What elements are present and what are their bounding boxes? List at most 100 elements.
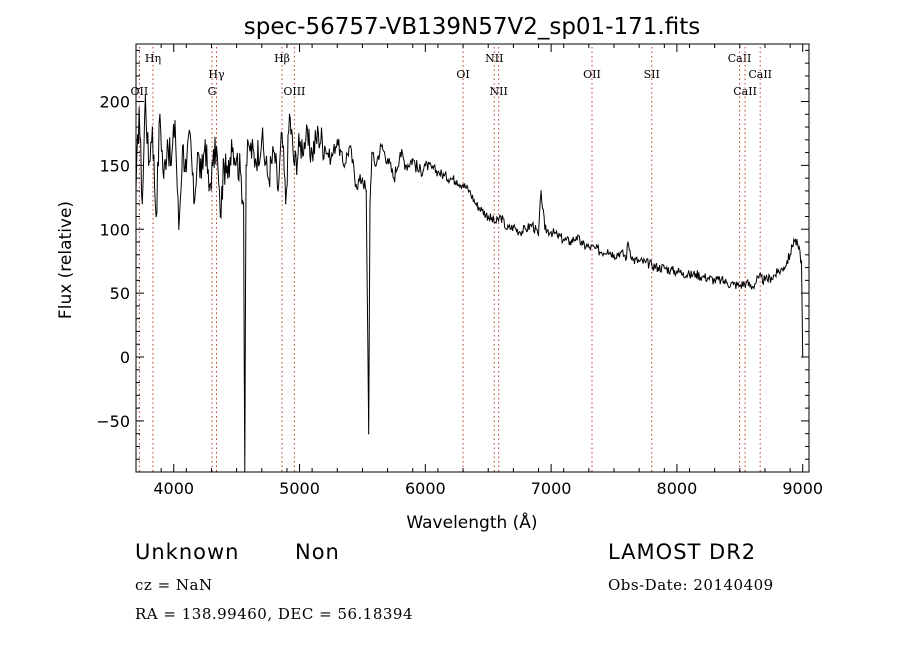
spectrum-point [751, 286, 754, 288]
spectrum-point [512, 226, 515, 228]
spectrum-point [800, 260, 803, 262]
spectrum-point [374, 164, 376, 166]
spectrum-point [166, 139, 168, 141]
line-marker-label: CaII [728, 52, 752, 65]
spectrum-point [138, 107, 140, 109]
spectrum-point [695, 273, 697, 275]
spectrum-point [481, 209, 483, 211]
spectrum-point [336, 139, 338, 141]
spectrum-point [305, 139, 307, 141]
spectrum-point [380, 145, 382, 147]
spectrum-point [368, 433, 370, 435]
x-tick-label: 7000 [531, 479, 572, 498]
spectrum-point [261, 139, 263, 141]
class-label: Unknown [135, 540, 240, 564]
spectrum-point [437, 171, 439, 173]
spectrum-point [369, 203, 371, 205]
x-tick-label: 6000 [405, 479, 446, 498]
spectrum-point [159, 113, 161, 115]
spectrum-point [285, 203, 287, 205]
spectrum-point [197, 152, 199, 154]
spectrum-point [777, 272, 779, 274]
line-markers: Hη OII Hγ G Hβ OIII NII OI NII OII SII CaII CaII CaII [131, 47, 772, 472]
spectrum-point [456, 180, 458, 182]
spectrum-point [707, 277, 710, 279]
line-marker-label: Hγ [208, 68, 225, 81]
spectrum-point [525, 228, 527, 230]
spectrum-point [793, 238, 795, 241]
spectrum-point [638, 260, 640, 262]
line-marker-label: OI [456, 68, 469, 81]
spectrum-point [215, 145, 218, 147]
spectrum-point [254, 158, 257, 160]
spectrum-point [412, 158, 414, 160]
spectrum-point [288, 113, 291, 115]
spectrum-point [720, 279, 722, 281]
y-tick-label: 50 [110, 284, 130, 303]
spectrum-point [588, 246, 590, 248]
spectrum-point [726, 282, 728, 284]
spectrum-point [739, 284, 741, 287]
spectrum-point [676, 270, 678, 272]
spectrum-point [569, 241, 571, 243]
spectrum-point [148, 164, 150, 166]
spectrum-point [231, 139, 233, 141]
spectrum-point [189, 132, 191, 134]
spectrum-point [219, 215, 221, 218]
x-tick-label: 8000 [657, 479, 698, 498]
line-marker-label: G [208, 85, 217, 98]
x-tick-label: 9000 [782, 479, 823, 498]
spectrum-point [365, 190, 367, 192]
y-tick-label: 100 [99, 220, 130, 239]
spectrum-point [600, 251, 603, 253]
spectrum-point [537, 235, 540, 237]
y-tick-label: −50 [96, 412, 130, 431]
spectrum-point [475, 203, 477, 205]
spectrum-point [802, 356, 804, 358]
line-marker-label: CaII [733, 85, 757, 98]
spectrum-point [387, 158, 389, 160]
spectrum-point [281, 132, 283, 134]
spectrum-point [613, 254, 615, 256]
spectrum-point [764, 279, 766, 281]
line-marker-label: NII [485, 52, 503, 65]
spectrum-point [582, 244, 584, 246]
spectrum-point [277, 190, 279, 192]
line-marker-label: NII [490, 85, 508, 98]
spectrum-point [393, 177, 395, 179]
spectrum-point [550, 231, 552, 233]
spectrum-point [151, 126, 153, 128]
spectrum-point [193, 203, 195, 205]
spectrum-point [174, 120, 176, 122]
spectrum-point [371, 152, 373, 154]
spectrum-point [223, 164, 225, 166]
spectrum-point [770, 277, 772, 279]
coordinates-text: RA = 138.99460, DEC = 56.18394 [135, 605, 414, 623]
spectrum-point [418, 171, 420, 173]
spectrum-point [663, 267, 665, 269]
spectrum-point [245, 164, 247, 166]
spectrum-point [745, 282, 747, 284]
spectrum-point [594, 247, 596, 249]
x-axis-label: Wavelength (Å) [406, 511, 537, 533]
y-tick-label: 150 [99, 156, 130, 175]
spectrum-point [732, 283, 735, 285]
line-marker-label: Hβ [274, 52, 290, 65]
spectrum-point [500, 215, 502, 218]
spectrum-point [170, 164, 172, 166]
plot-frame [135, 43, 810, 473]
spectrum-point [293, 164, 296, 166]
line-marker-label: CaII [748, 68, 772, 81]
obs-date-text: Obs-Date: 20140409 [608, 576, 774, 594]
spectrum-point [449, 177, 452, 179]
spectrum-point [797, 244, 799, 246]
spectrum-point [298, 145, 301, 147]
line-marker-label: OII [131, 85, 149, 98]
spectrum-point [343, 164, 345, 166]
spectrum-point [495, 222, 497, 224]
spectrum-point [273, 152, 275, 154]
redshift-text: cz = NaN [135, 576, 213, 594]
spectrum-point [531, 223, 533, 225]
spectrum-point [688, 274, 691, 276]
